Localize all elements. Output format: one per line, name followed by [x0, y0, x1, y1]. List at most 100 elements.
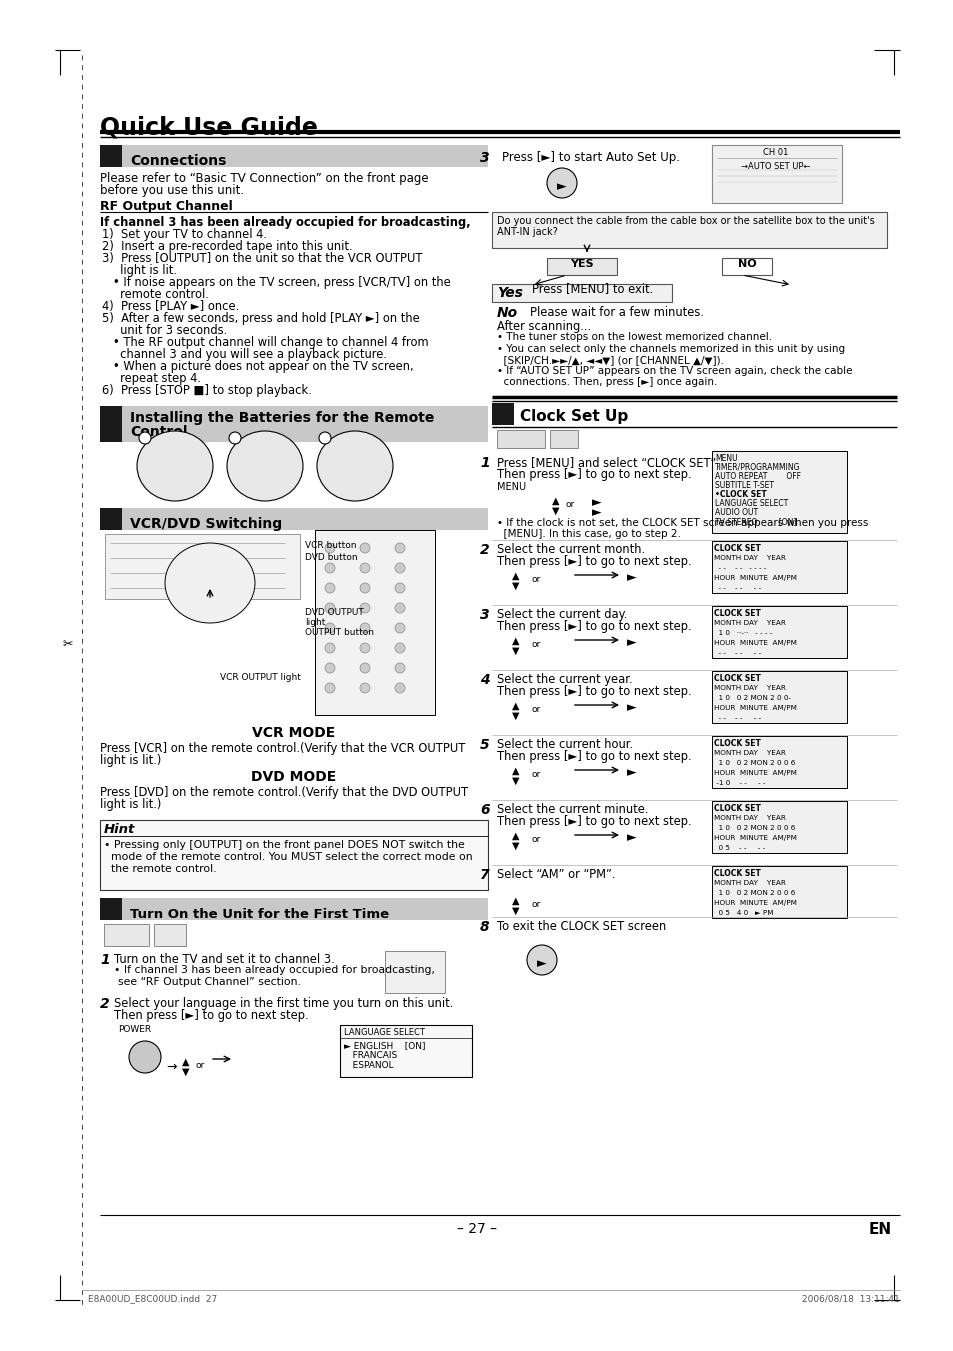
Text: HOUR  MINUTE  AM/PM: HOUR MINUTE AM/PM	[713, 705, 796, 711]
Text: ►: ►	[592, 507, 601, 519]
Text: - -    - -     - -: - - - - - -	[713, 715, 760, 721]
Bar	[100, 898, 488, 920]
Text: ▼: ▼	[512, 711, 519, 721]
Text: ►: ►	[626, 571, 636, 584]
Text: see “RF Output Channel” section.: see “RF Output Channel” section.	[118, 977, 300, 988]
Bar	[100, 508, 488, 530]
Text: or: or	[532, 900, 540, 909]
Text: light: light	[305, 617, 325, 627]
Text: MONTH DAY    YEAR: MONTH DAY YEAR	[713, 880, 785, 886]
Bar	[104, 924, 149, 946]
Text: DVD: DVD	[208, 585, 225, 594]
Text: ▼: ▼	[552, 507, 558, 516]
Text: or: or	[195, 1061, 205, 1070]
Text: 2: 2	[479, 543, 489, 557]
Text: 4: 4	[106, 907, 116, 921]
Text: ► ENGLISH    [ON]: ► ENGLISH [ON]	[344, 1042, 425, 1050]
Text: FRANCAIS: FRANCAIS	[344, 1051, 396, 1061]
Text: or: or	[565, 500, 575, 509]
Text: →AUTO SET UP←: →AUTO SET UP←	[740, 162, 810, 172]
Text: 1: 1	[106, 154, 116, 169]
Text: VCR button: VCR button	[305, 540, 356, 550]
Text: DVD MODE: DVD MODE	[251, 770, 336, 784]
Text: ▼: ▼	[512, 581, 519, 590]
Text: 1 0   0 2 MON 2 0 0 6: 1 0 0 2 MON 2 0 0 6	[713, 890, 795, 896]
Bar	[100, 898, 122, 920]
Text: 4: 4	[479, 673, 489, 688]
Circle shape	[325, 584, 335, 593]
Text: or: or	[532, 576, 540, 584]
Bar	[546, 258, 617, 276]
Text: MONTH DAY    YEAR: MONTH DAY YEAR	[713, 815, 785, 821]
Text: CH 01: CH 01	[762, 149, 788, 157]
Bar	[550, 430, 578, 449]
Bar	[721, 258, 771, 276]
Text: • If the clock is not set, the CLOCK SET screen appears when you press: • If the clock is not set, the CLOCK SET…	[497, 517, 867, 528]
Circle shape	[318, 432, 331, 444]
Text: Clock Set Up: Clock Set Up	[519, 409, 628, 424]
Circle shape	[359, 603, 370, 613]
Text: 5)  After a few seconds, press and hold [PLAY ►] on the: 5) After a few seconds, press and hold […	[102, 312, 419, 326]
Text: Then press [►] to go to next step.: Then press [►] to go to next step.	[497, 467, 691, 481]
Text: AUDIO OUT: AUDIO OUT	[714, 508, 758, 517]
Text: 0 5    - -     - -: 0 5 - - - -	[713, 844, 764, 851]
Bar	[711, 540, 846, 593]
Text: VCR/DVD Switching: VCR/DVD Switching	[130, 517, 282, 531]
Bar	[711, 866, 846, 917]
Text: No: No	[497, 305, 517, 320]
Circle shape	[129, 1042, 161, 1073]
Text: ▲: ▲	[512, 766, 519, 775]
Text: VCR: VCR	[165, 585, 181, 594]
Text: Control: Control	[130, 426, 188, 439]
Text: ►: ►	[557, 181, 566, 193]
Text: 1: 1	[100, 952, 110, 967]
Text: CLOCK SET: CLOCK SET	[713, 739, 760, 748]
Text: ▼: ▼	[512, 646, 519, 657]
Text: mode of the remote control. You MUST select the correct mode on: mode of the remote control. You MUST sel…	[104, 852, 472, 862]
Text: ►: ►	[626, 766, 636, 780]
Bar	[711, 736, 846, 788]
Text: ▲: ▲	[512, 571, 519, 581]
Text: If channel 3 has been already occupied for broadcasting,: If channel 3 has been already occupied f…	[100, 216, 470, 230]
Text: 1 0   0 2 MON 2 0 0 6: 1 0 0 2 MON 2 0 0 6	[713, 761, 795, 766]
Text: ESPANOL: ESPANOL	[344, 1061, 394, 1070]
Text: After scanning...: After scanning...	[497, 320, 591, 332]
Text: 7: 7	[479, 867, 489, 882]
Text: Turn On the Unit for the First Time: Turn On the Unit for the First Time	[130, 908, 389, 920]
Text: 6: 6	[479, 802, 489, 817]
Circle shape	[359, 543, 370, 553]
Circle shape	[526, 944, 557, 975]
Text: • If channel 3 has been already occupied for broadcasting,: • If channel 3 has been already occupied…	[113, 965, 435, 975]
Bar	[100, 820, 488, 890]
Text: ANT-IN jack?: ANT-IN jack?	[497, 227, 558, 236]
Circle shape	[395, 643, 405, 653]
Text: • Pressing only [OUTPUT] on the front panel DOES NOT switch the: • Pressing only [OUTPUT] on the front pa…	[104, 840, 464, 850]
Text: TIMER/PROGRAMMING: TIMER/PROGRAMMING	[714, 463, 800, 471]
Text: MENU: MENU	[497, 482, 525, 492]
Text: ▲: ▲	[512, 831, 519, 842]
Text: or: or	[532, 705, 540, 713]
Ellipse shape	[137, 431, 213, 501]
Text: CLOCK SET: CLOCK SET	[713, 544, 760, 553]
Circle shape	[325, 603, 335, 613]
Text: HOUR  MINUTE  AM/PM: HOUR MINUTE AM/PM	[713, 576, 796, 581]
Text: 1: 1	[479, 457, 489, 470]
Text: Press [MENU] and select “CLOCK SET”.: Press [MENU] and select “CLOCK SET”.	[497, 457, 720, 469]
Text: ►: ►	[626, 831, 636, 844]
Text: • If noise appears on the TV screen, press [VCR/TV] on the: • If noise appears on the TV screen, pre…	[102, 276, 450, 289]
Circle shape	[325, 623, 335, 634]
Text: ▼: ▼	[512, 842, 519, 851]
Text: Turn on the TV and set it to channel 3.: Turn on the TV and set it to channel 3.	[113, 952, 335, 966]
Text: - -    - -   - - - -: - - - - - - - -	[713, 565, 765, 571]
Ellipse shape	[227, 431, 303, 501]
Text: Select your language in the first time you turn on this unit.: Select your language in the first time y…	[113, 997, 453, 1011]
Text: Select the current hour.: Select the current hour.	[497, 738, 633, 751]
Bar	[711, 451, 846, 534]
Text: ✂: ✂	[63, 639, 73, 651]
Circle shape	[325, 543, 335, 553]
Bar	[497, 430, 544, 449]
Text: VCR OUTPUT light: VCR OUTPUT light	[220, 673, 300, 682]
Circle shape	[229, 432, 241, 444]
Text: MENU: MENU	[714, 454, 737, 463]
Text: Press [►] to start Auto Set Up.: Press [►] to start Auto Set Up.	[501, 151, 679, 163]
